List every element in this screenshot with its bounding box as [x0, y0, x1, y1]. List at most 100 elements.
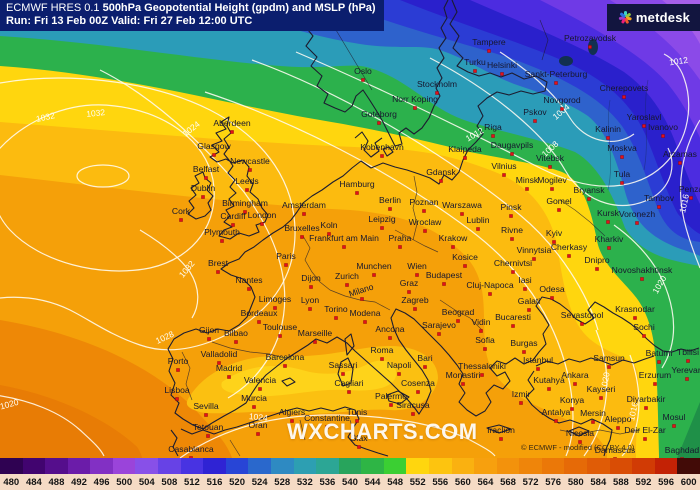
- city-label: Sofia: [475, 335, 495, 345]
- city-label: Glasgow: [197, 141, 231, 151]
- colorbar-swatch: [632, 458, 655, 474]
- city-label: Belfast: [193, 164, 220, 174]
- city-label: Bruxelles: [284, 223, 319, 233]
- chart-title-line: ECMWF HRES 0.1 500hPa Geopotential Heigh…: [6, 2, 376, 15]
- city-label: Plymouth: [204, 227, 240, 237]
- city-marker: [422, 209, 426, 213]
- city-label: Berlin: [379, 195, 401, 205]
- city-label: Ivanovo: [648, 122, 678, 132]
- isobar-value-label: 1020: [598, 371, 611, 392]
- colorbar-swatch: [112, 458, 136, 474]
- city-marker: [363, 320, 367, 324]
- colorbar-swatch: [677, 458, 700, 474]
- city-marker: [380, 357, 384, 361]
- city-marker: [527, 308, 531, 312]
- city-label: Wroclaw: [409, 217, 443, 227]
- colorbar-swatch: [203, 458, 226, 474]
- city-label: Batumi: [646, 348, 673, 358]
- city-label: Bordeaux: [241, 308, 278, 318]
- colorbar-value: 584: [590, 476, 607, 488]
- city-label: Leeds: [235, 176, 258, 186]
- colorbar-swatch: [609, 458, 633, 474]
- colorbar-swatch: [270, 458, 294, 474]
- colorbar: 480 484 488 492 496 500 504 508 512 516 520 524 528 5…: [0, 458, 700, 490]
- city-label: Krasnodar: [615, 304, 655, 314]
- city-marker: [290, 419, 294, 423]
- city-label: Wien: [407, 261, 427, 271]
- colorbar-value: 524: [251, 476, 268, 488]
- city-label: Beograd: [442, 307, 475, 317]
- city-marker: [488, 292, 492, 296]
- city-label: Erzurum: [639, 370, 671, 380]
- city-label: Madrid: [216, 363, 242, 373]
- city-label: Yaroslavl: [627, 112, 662, 122]
- colorbar-value: 528: [274, 476, 291, 488]
- city-label: Iasi: [518, 275, 531, 285]
- city-marker: [360, 297, 364, 301]
- city-marker: [309, 285, 313, 289]
- city-label: Kursk: [597, 208, 620, 218]
- city-label: Vilnius: [491, 161, 516, 171]
- city-label: Sochi: [633, 322, 655, 332]
- city-marker: [491, 134, 495, 138]
- attribution: © ECMWF - modified (CC BY 4.0): [521, 443, 635, 452]
- colorbar-swatch: [428, 458, 452, 474]
- city-label: Warszawa: [442, 200, 482, 210]
- city-marker: [252, 405, 256, 409]
- colorbar-value: 504: [138, 476, 155, 488]
- city-label: Aleppo: [605, 414, 632, 424]
- city-label: London: [248, 210, 277, 220]
- city-label: Murcia: [241, 393, 267, 403]
- city-marker: [460, 212, 464, 216]
- city-label: Deir El-Zar: [624, 425, 666, 435]
- run-valid-line: Run: Fri 13 Feb 00Z Valid: Fri 27 Feb 12…: [6, 15, 253, 27]
- city-marker: [372, 273, 376, 277]
- city-label: Mogilev: [537, 175, 567, 185]
- colorbar-value: 576: [545, 476, 562, 488]
- colorbar-value: 488: [48, 476, 65, 488]
- city-label: Bari: [417, 353, 432, 363]
- city-label: Toulouse: [263, 322, 298, 332]
- city-marker: [451, 245, 455, 249]
- city-marker: [552, 240, 556, 244]
- colorbar-swatch: [451, 458, 475, 474]
- city-label: Porto: [168, 356, 189, 366]
- city-label: Newcastle: [230, 156, 270, 166]
- city-label: Norr Koping: [392, 94, 438, 104]
- city-marker: [511, 324, 515, 328]
- city-label: Munchen: [356, 261, 392, 271]
- colorbar-value: 580: [567, 476, 584, 488]
- city-marker: [578, 440, 582, 444]
- colorbar-swatch: [180, 458, 204, 474]
- city-label: Budapest: [426, 270, 463, 280]
- city-label: Constantine: [304, 413, 350, 423]
- city-marker: [502, 173, 506, 177]
- city-label: Tambov: [644, 193, 675, 203]
- city-label: Bilbao: [224, 328, 248, 338]
- city-marker: [407, 290, 411, 294]
- city-label: Helsinki: [487, 60, 517, 70]
- city-label: Vidin: [472, 317, 491, 327]
- city-label: Tampere: [472, 37, 506, 47]
- city-label: Iraclion: [487, 425, 515, 435]
- city-label: Cherepovets: [600, 83, 649, 93]
- colorbar-value: 556: [432, 476, 449, 488]
- city-label: Nicosia: [566, 428, 594, 438]
- colorbar-swatch: [587, 458, 610, 474]
- city-label: Rivne: [501, 225, 523, 235]
- city-label: Dijon: [301, 273, 321, 283]
- colorbar-value: 536: [319, 476, 336, 488]
- city-marker: [483, 347, 487, 351]
- city-label: Voronezh: [619, 209, 656, 219]
- city-label: Zagreb: [401, 295, 428, 305]
- city-marker: [230, 130, 234, 134]
- city-label: Lyon: [301, 295, 320, 305]
- city-marker: [591, 420, 595, 424]
- colorbar-swatch: [0, 458, 23, 474]
- city-marker: [642, 124, 646, 128]
- colorbar-swatch: [135, 458, 159, 474]
- isobar-value-label: 1016: [677, 193, 691, 214]
- city-label: Monastiri: [446, 370, 481, 380]
- city-label: Konya: [560, 395, 585, 405]
- chart-header: ECMWF HRES 0.1 500hPa Geopotential Heigh…: [0, 0, 384, 31]
